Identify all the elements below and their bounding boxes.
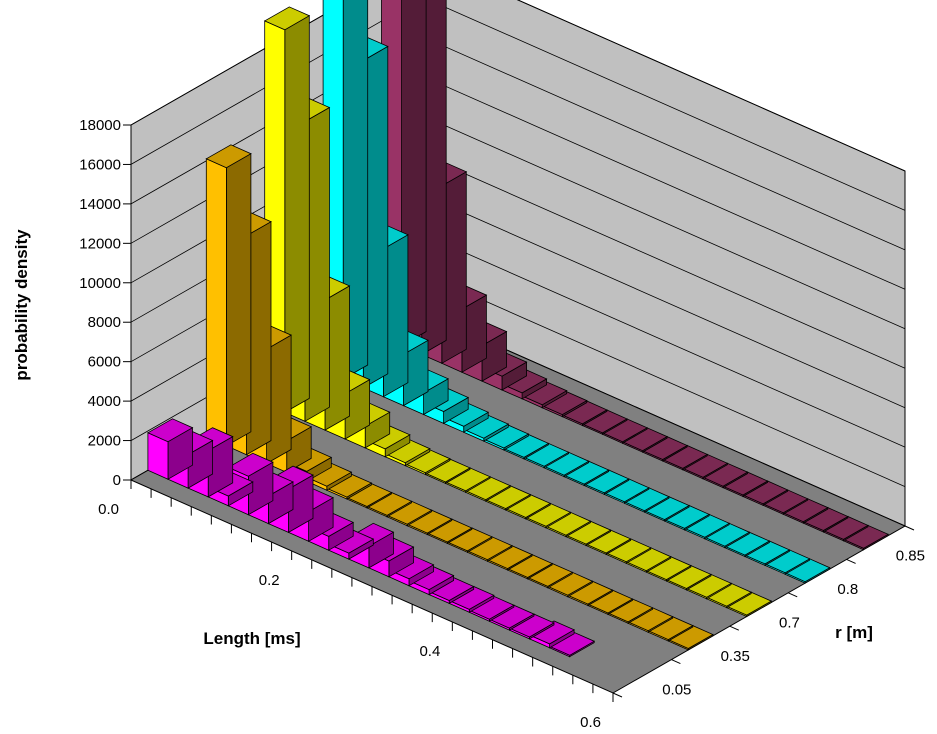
z-tick xyxy=(846,558,856,564)
z-tick xyxy=(787,592,798,598)
bar xyxy=(685,573,732,600)
bar xyxy=(723,531,771,558)
bar xyxy=(446,527,493,553)
bar xyxy=(665,565,712,591)
bar xyxy=(603,478,650,504)
bar xyxy=(627,607,674,633)
bar xyxy=(504,494,552,520)
bar xyxy=(647,616,694,642)
bar xyxy=(541,391,588,418)
y-tick-label: 4000 xyxy=(88,393,121,410)
bar xyxy=(466,536,513,562)
z-tick xyxy=(904,525,915,531)
bar xyxy=(702,462,749,489)
bar xyxy=(605,538,652,564)
bar xyxy=(484,485,532,511)
bar xyxy=(521,381,568,409)
y-tick-label: 6000 xyxy=(88,354,121,371)
axis-ticks xyxy=(123,124,915,702)
z-tick xyxy=(671,659,681,665)
bar xyxy=(503,434,550,460)
bar xyxy=(486,545,533,571)
bar xyxy=(566,580,614,607)
bar xyxy=(442,402,490,433)
bar xyxy=(643,496,690,522)
bar xyxy=(822,516,869,542)
y-tick-label: 16000 xyxy=(79,156,121,173)
bar xyxy=(424,458,471,485)
bar xyxy=(543,451,590,478)
gridline xyxy=(130,0,906,211)
y-tick-label: 18000 xyxy=(79,117,121,134)
bar xyxy=(464,476,512,502)
y-tick-label: 12000 xyxy=(79,235,121,252)
bar xyxy=(645,556,692,582)
bar xyxy=(681,453,729,480)
bar xyxy=(408,566,455,596)
bar xyxy=(663,505,711,531)
bar xyxy=(722,471,769,498)
y-tick-label: 10000 xyxy=(79,275,121,292)
y-tick-label: 2000 xyxy=(88,433,121,450)
y-tick-label: 8000 xyxy=(88,314,121,331)
bar xyxy=(784,558,831,584)
z-axis-title: r [m] xyxy=(835,623,873,642)
y-tick-label: 14000 xyxy=(79,196,121,213)
series-0.35 xyxy=(205,144,714,651)
bar xyxy=(523,442,570,469)
bar xyxy=(742,480,789,506)
y-axis-title: probability density xyxy=(12,229,31,381)
series-0.05 xyxy=(147,418,596,658)
bar xyxy=(448,586,495,613)
bar xyxy=(205,144,252,447)
bar xyxy=(327,529,375,560)
bar xyxy=(581,409,628,435)
z-tick xyxy=(729,625,740,631)
bar xyxy=(366,492,413,518)
z-tick-label: 0.05 xyxy=(662,681,691,698)
bar xyxy=(545,511,592,538)
bars xyxy=(147,0,889,658)
bar xyxy=(641,436,689,462)
bar xyxy=(482,424,530,451)
tick-labels: 0 2000 4000 6000 8000 10000 12000 14000 16000 180… xyxy=(79,117,925,731)
bar xyxy=(661,445,709,471)
bar xyxy=(468,595,515,622)
bar xyxy=(444,467,491,493)
bar xyxy=(428,577,475,605)
bar xyxy=(488,604,535,631)
bar xyxy=(384,439,431,467)
x-tick-label: 0.6 xyxy=(580,714,601,731)
bar xyxy=(548,631,596,658)
series-0.7 xyxy=(263,6,773,618)
bar xyxy=(524,502,572,529)
gridline xyxy=(130,0,906,172)
series-0.85 xyxy=(381,0,889,551)
bar xyxy=(565,520,612,547)
bar xyxy=(583,469,630,496)
bar xyxy=(561,400,608,427)
y-tick-label: 0 xyxy=(113,472,121,489)
bar xyxy=(607,598,654,624)
z-tick-label: 0.35 xyxy=(721,648,750,665)
x-axis-title: Length [ms] xyxy=(203,629,300,648)
bar xyxy=(364,425,411,458)
bar xyxy=(563,460,610,487)
x-tick-label: 0.2 xyxy=(259,572,280,589)
x-tick-label: 0.4 xyxy=(419,643,440,660)
bar xyxy=(762,489,809,515)
x-tick-label: 0.0 xyxy=(98,501,119,518)
bar xyxy=(346,483,393,509)
bar xyxy=(528,620,575,649)
z-tick xyxy=(612,692,623,698)
bar xyxy=(508,613,555,640)
bar xyxy=(147,418,194,480)
bar xyxy=(426,518,473,545)
z-tick-label: 0.85 xyxy=(896,548,925,565)
z-tick-label: 0.7 xyxy=(779,615,800,632)
z-tick-label: 0.8 xyxy=(837,581,858,598)
bar xyxy=(744,540,791,567)
